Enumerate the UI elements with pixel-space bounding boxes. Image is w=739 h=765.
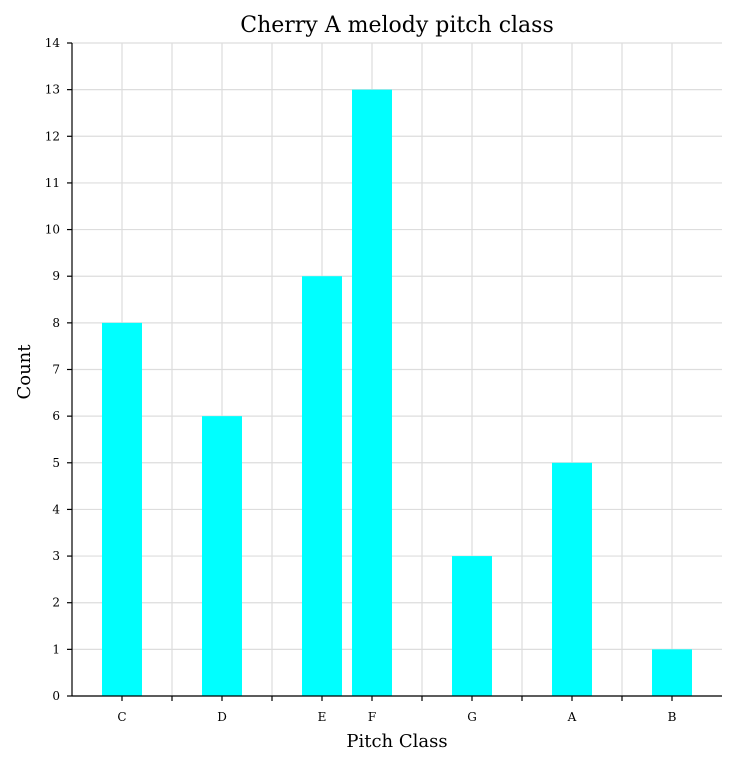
- chart-title: Cherry A melody pitch class: [240, 13, 554, 38]
- bar-C: [102, 322, 142, 696]
- x-tick-label: A: [567, 710, 577, 724]
- x-tick-label: F: [368, 710, 376, 724]
- x-tick-label: E: [318, 710, 327, 724]
- bar-E: [302, 276, 342, 696]
- y-tick-label: 3: [52, 549, 60, 563]
- y-tick-label: 7: [52, 363, 60, 377]
- x-axis-label: Pitch Class: [346, 731, 447, 752]
- bar-B: [652, 649, 692, 696]
- y-tick-label: 0: [52, 689, 60, 703]
- bar-A: [552, 462, 592, 696]
- y-tick-label: 12: [45, 129, 60, 143]
- y-tick-label: 6: [52, 409, 60, 423]
- x-tick-label: G: [467, 710, 477, 724]
- y-tick-label: 1: [52, 642, 60, 656]
- x-tick-label: D: [217, 710, 227, 724]
- y-tick-label: 13: [45, 83, 60, 97]
- x-tick-label: B: [668, 710, 677, 724]
- bar-F: [352, 89, 392, 696]
- bars-layer: [102, 89, 692, 696]
- y-tick-label: 5: [52, 456, 60, 470]
- grid-layer: [72, 42, 722, 697]
- bar-D: [202, 416, 242, 696]
- y-tick-label: 10: [45, 223, 60, 237]
- y-tick-label: 2: [52, 596, 60, 610]
- x-tick-label: C: [117, 710, 126, 724]
- y-tick-label: 11: [45, 176, 60, 190]
- y-tick-label: 9: [52, 269, 60, 283]
- y-tick-label: 14: [45, 36, 61, 50]
- bar-G: [452, 556, 492, 696]
- y-axis-label: Count: [14, 344, 35, 400]
- y-tick-label: 8: [52, 316, 60, 330]
- y-tick-label: 4: [52, 502, 60, 516]
